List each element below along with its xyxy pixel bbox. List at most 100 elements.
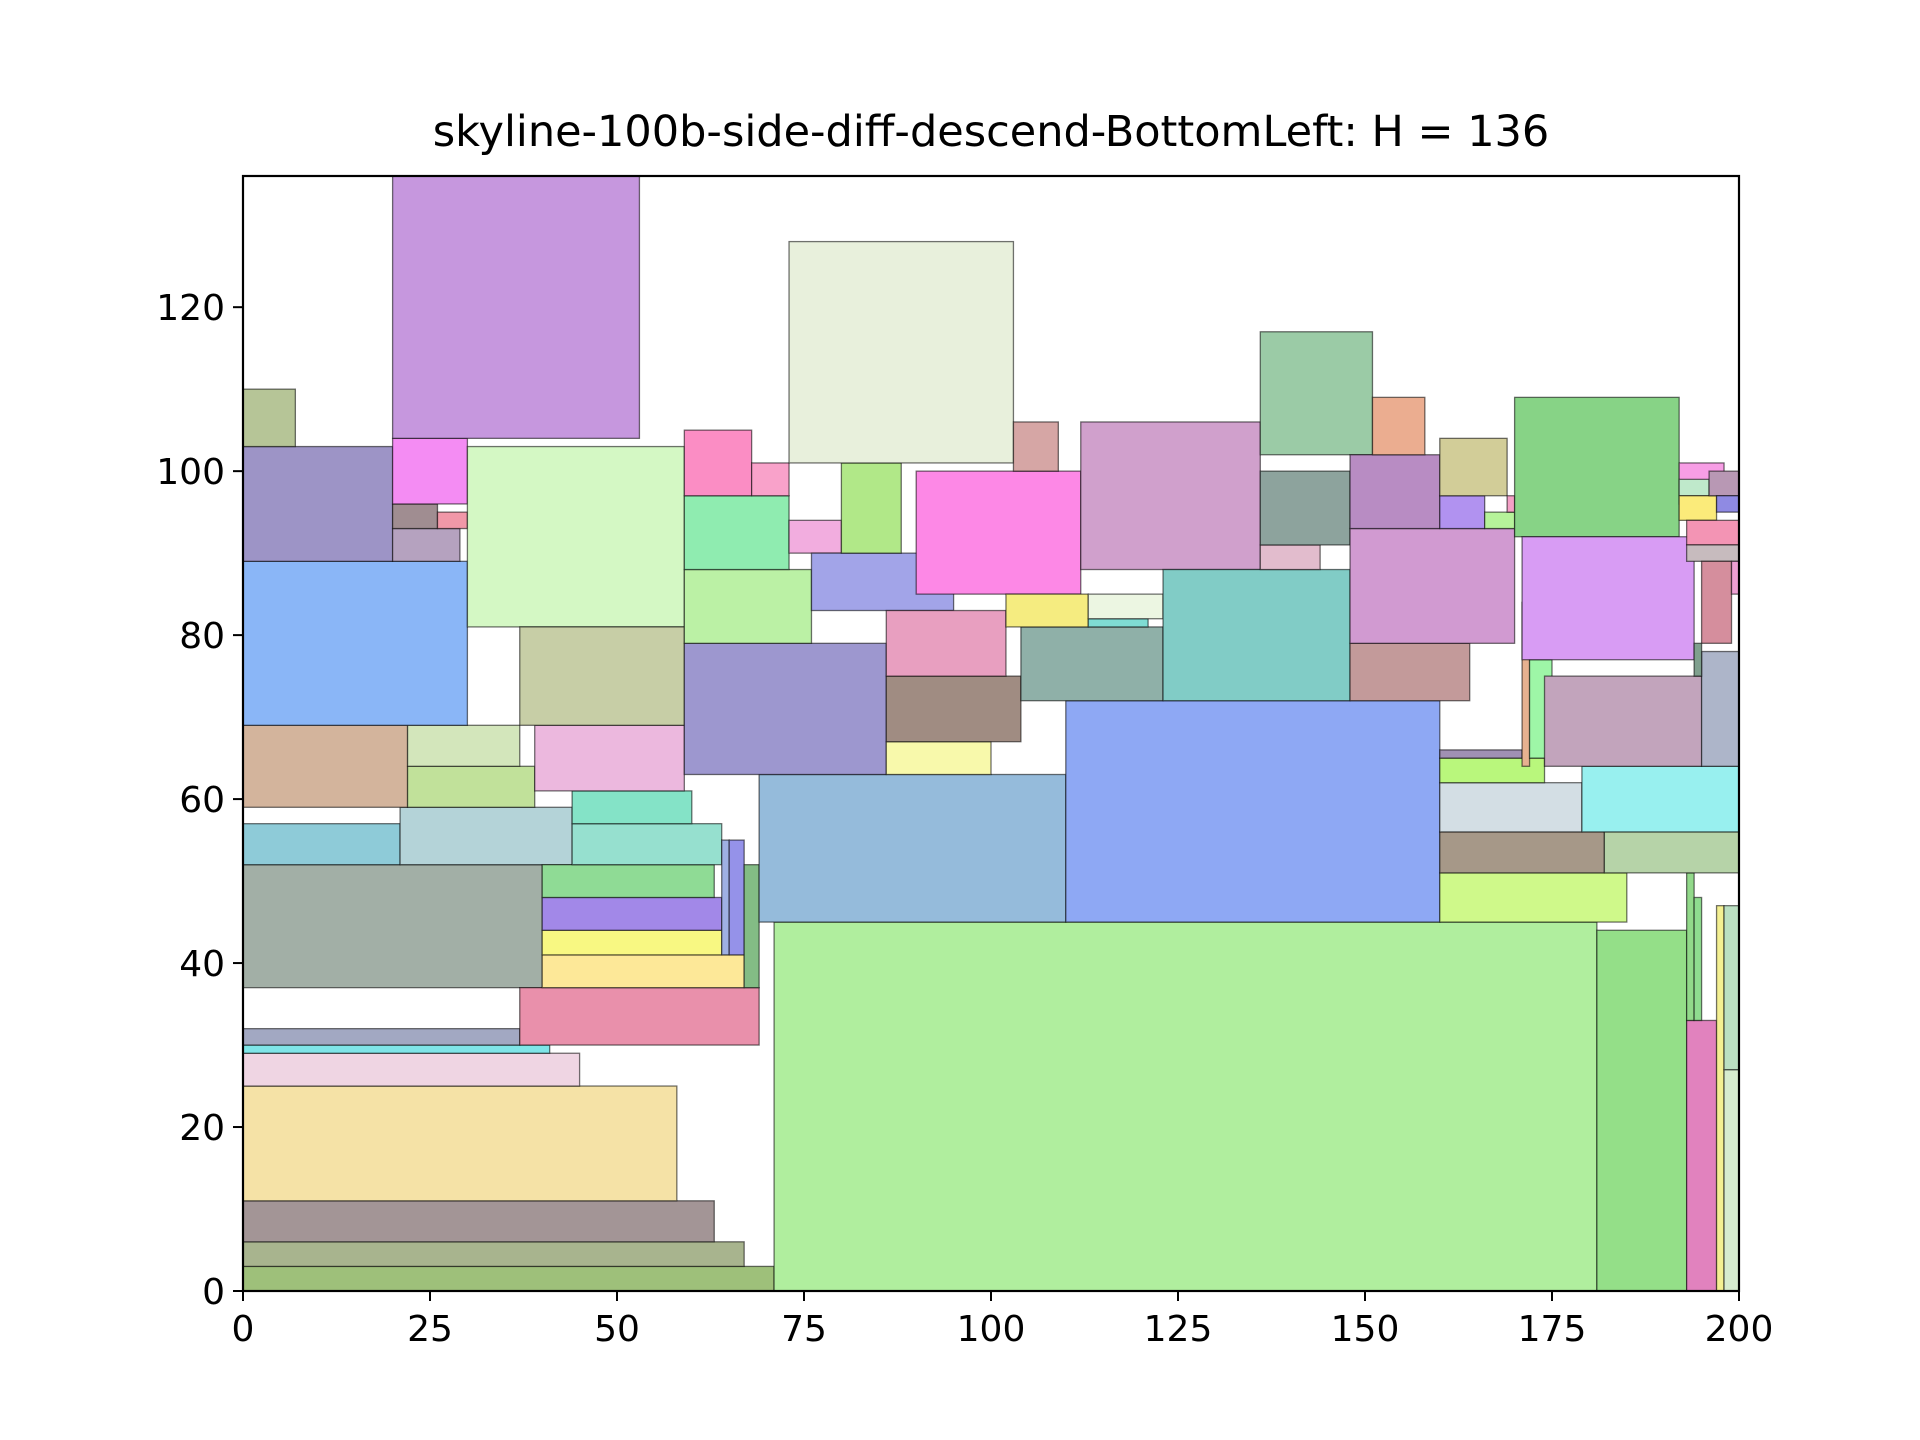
y-tick-label-0: 0 bbox=[202, 1272, 225, 1313]
packed-rect-11 bbox=[406, 765, 536, 808]
packed-rect-83 bbox=[1484, 511, 1516, 530]
packed-rect-20 bbox=[391, 175, 641, 440]
packed-rect-14 bbox=[242, 445, 394, 562]
packed-rect-23 bbox=[541, 954, 745, 989]
rectangles-layer bbox=[242, 175, 1740, 1292]
packed-rect-67 bbox=[788, 240, 1015, 464]
packed-rect-32 bbox=[728, 839, 745, 956]
packed-rect-38 bbox=[1685, 1019, 1718, 1292]
x-tick-label-8: 200 bbox=[1705, 1309, 1774, 1350]
packed-rect-40 bbox=[1723, 1068, 1740, 1292]
packed-rect-25 bbox=[541, 896, 723, 931]
x-tick-label-1: 25 bbox=[407, 1309, 453, 1350]
x-tick-label-3: 75 bbox=[781, 1309, 827, 1350]
packed-rect-33 bbox=[743, 864, 760, 989]
packed-rect-13 bbox=[242, 560, 469, 726]
packed-rect-57 bbox=[683, 495, 790, 571]
packed-rect-77 bbox=[1259, 331, 1374, 456]
packed-rect-58 bbox=[683, 429, 753, 497]
packed-rect-16 bbox=[391, 527, 461, 562]
packed-rect-90 bbox=[1678, 495, 1718, 521]
packed-rect-79 bbox=[1349, 527, 1516, 644]
packed-rect-26 bbox=[541, 864, 715, 899]
y-tick-label-2: 40 bbox=[179, 944, 225, 985]
packed-rect-92 bbox=[1715, 495, 1740, 513]
x-tick-label-4: 100 bbox=[957, 1309, 1026, 1350]
packed-rect-76 bbox=[1259, 470, 1351, 546]
packed-rect-28 bbox=[571, 790, 693, 825]
packed-rect-69 bbox=[1020, 626, 1164, 702]
packed-rect-29 bbox=[534, 724, 685, 792]
packed-rect-2 bbox=[242, 1200, 715, 1243]
ticks-layer: 0 25 50 75 100 125 150 175 200 0 20 40 60 80 100 120 bbox=[156, 288, 1773, 1350]
packed-rect-63 bbox=[885, 741, 992, 776]
packed-rect-45 bbox=[1439, 831, 1606, 874]
packed-rect-81 bbox=[1371, 396, 1426, 456]
chart-title: skyline-100b-side-diff-descend-BottomLef… bbox=[433, 107, 1550, 157]
packed-rect-10 bbox=[242, 724, 409, 808]
packed-rect-96 bbox=[1693, 642, 1703, 677]
packed-rect-89 bbox=[1678, 478, 1710, 497]
packed-rect-31 bbox=[721, 839, 730, 956]
packed-rect-68 bbox=[1012, 421, 1059, 472]
x-tick-label-6: 150 bbox=[1331, 1309, 1400, 1350]
packed-rect-0 bbox=[242, 1265, 775, 1292]
packed-rect-18 bbox=[436, 511, 469, 530]
packed-rect-55 bbox=[683, 642, 887, 776]
x-tick-label-7: 175 bbox=[1518, 1309, 1587, 1350]
packed-rect-12 bbox=[406, 724, 521, 767]
packed-rect-62 bbox=[840, 462, 902, 554]
plot-frame bbox=[241, 174, 1741, 1293]
packed-rect-44 bbox=[1439, 872, 1628, 923]
x-tick-label-5: 125 bbox=[1144, 1309, 1213, 1350]
packed-rect-30 bbox=[519, 626, 685, 726]
packed-rect-27 bbox=[571, 823, 723, 866]
packed-rect-22 bbox=[519, 987, 760, 1046]
packed-rect-93 bbox=[1685, 519, 1740, 546]
packed-rect-97 bbox=[1730, 560, 1740, 595]
packed-rect-75 bbox=[1259, 544, 1321, 571]
packed-rect-9 bbox=[399, 806, 573, 866]
packed-rect-24 bbox=[541, 929, 723, 956]
packed-rect-74 bbox=[1162, 568, 1351, 702]
y-tick-label-3: 60 bbox=[179, 780, 225, 821]
packed-rect-7 bbox=[242, 864, 543, 989]
packed-rect-64 bbox=[885, 675, 1022, 743]
packed-rect-85 bbox=[1506, 495, 1516, 513]
packed-rect-1 bbox=[242, 1241, 745, 1268]
packed-rect-53 bbox=[1543, 675, 1703, 767]
packed-rect-65 bbox=[885, 609, 1007, 677]
packed-rect-37 bbox=[1596, 929, 1688, 1292]
packed-rect-91 bbox=[1708, 470, 1740, 497]
packed-rect-95 bbox=[1700, 560, 1733, 644]
packed-rect-3 bbox=[242, 1085, 678, 1202]
packed-rect-43 bbox=[1693, 896, 1703, 1022]
packed-rect-73 bbox=[1080, 421, 1261, 571]
y-tick-label-5: 100 bbox=[156, 452, 225, 493]
packed-rect-84 bbox=[1439, 437, 1508, 497]
packed-rect-66 bbox=[915, 470, 1082, 595]
packed-rect-56 bbox=[683, 568, 813, 644]
packed-rect-4 bbox=[242, 1052, 581, 1087]
packed-rect-78 bbox=[1349, 642, 1471, 702]
packed-rect-82 bbox=[1439, 495, 1486, 530]
packed-rect-8 bbox=[242, 823, 401, 866]
packed-rect-72 bbox=[1087, 593, 1164, 620]
packed-rect-21 bbox=[466, 445, 685, 628]
packed-rect-48 bbox=[1581, 765, 1740, 833]
packed-rect-94 bbox=[1685, 544, 1740, 562]
packed-rect-46 bbox=[1603, 831, 1740, 874]
packed-rect-36 bbox=[1065, 700, 1441, 923]
packed-rect-50 bbox=[1439, 749, 1523, 759]
packed-rect-6 bbox=[242, 1027, 521, 1046]
packed-rect-41 bbox=[1723, 905, 1740, 1071]
packed-rect-86 bbox=[1513, 396, 1680, 538]
x-tick-label-2: 50 bbox=[594, 1309, 640, 1350]
packed-rect-47 bbox=[1439, 782, 1583, 833]
y-tick-label-4: 80 bbox=[179, 616, 225, 657]
packed-rect-34 bbox=[773, 921, 1598, 1292]
packed-rect-17 bbox=[391, 503, 439, 530]
packed-rect-59 bbox=[750, 462, 790, 497]
y-tick-label-6: 120 bbox=[156, 288, 225, 329]
